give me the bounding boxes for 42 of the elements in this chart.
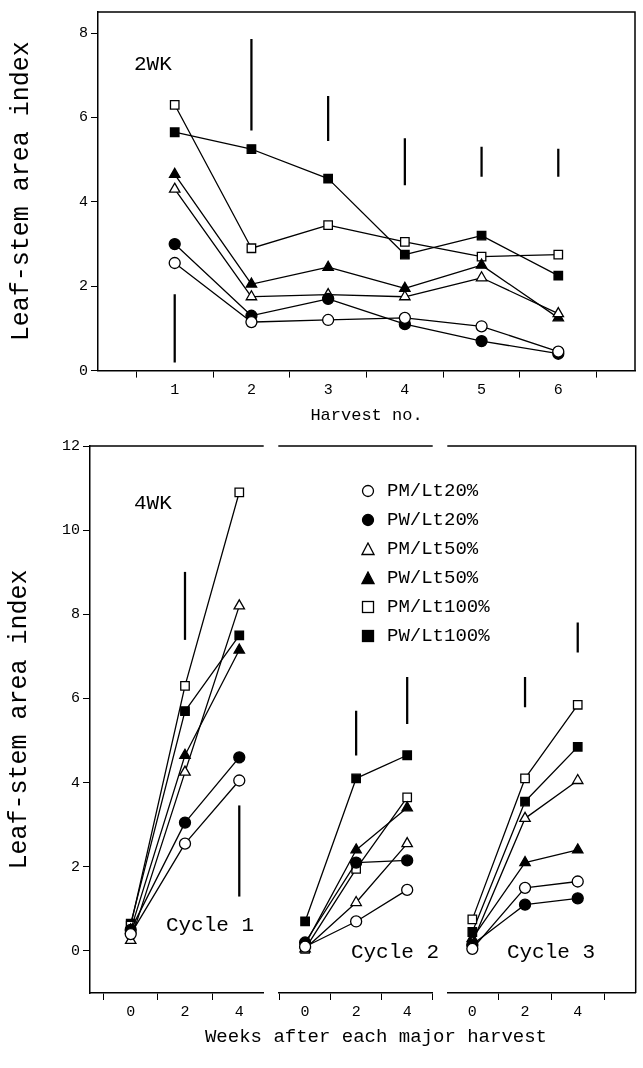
y-axis-title: Leaf-stem area index bbox=[4, 569, 34, 870]
legend-label: PM/Lt20% bbox=[387, 479, 479, 502]
y-tick-label: 6 bbox=[78, 109, 88, 127]
x-tick-label: 4 bbox=[402, 1003, 412, 1021]
y-tick-label: 0 bbox=[70, 942, 80, 960]
y-tick-label: 0 bbox=[78, 362, 88, 380]
y-tick-label: 8 bbox=[78, 25, 88, 43]
y-tick-label: 8 bbox=[70, 606, 80, 624]
x-tick-label: 3 bbox=[323, 381, 333, 399]
x-tick-label: 2 bbox=[246, 381, 256, 399]
x-tick-label: 0 bbox=[300, 1003, 310, 1021]
y-tick-label: 4 bbox=[70, 774, 80, 792]
annotation: Cycle 2 bbox=[350, 940, 440, 964]
x-tick-label: 6 bbox=[553, 381, 563, 399]
x-tick-label: 4 bbox=[234, 1003, 244, 1021]
annotation: 2WK bbox=[134, 52, 173, 76]
y-tick-label: 10 bbox=[61, 522, 80, 540]
x-tick-label: 2 bbox=[180, 1003, 190, 1021]
legend-label: PM/Lt100% bbox=[387, 595, 490, 618]
x-tick-label: 5 bbox=[477, 381, 487, 399]
y-tick-label: 2 bbox=[70, 858, 80, 876]
x-tick-label: 0 bbox=[467, 1003, 477, 1021]
x-tick-label: 4 bbox=[400, 381, 410, 399]
y-axis-title: Leaf-stem area index bbox=[6, 41, 36, 342]
x-axis-title: Harvest no. bbox=[310, 406, 423, 426]
y-tick-label: 12 bbox=[61, 437, 80, 455]
legend-label: PW/Lt20% bbox=[387, 508, 479, 531]
x-tick-label: 0 bbox=[126, 1003, 136, 1021]
legend-label: PW/Lt50% bbox=[387, 566, 479, 589]
x-axis-title: Weeks after each major harvest bbox=[204, 1026, 548, 1048]
y-tick-label: 4 bbox=[78, 193, 88, 211]
x-tick-label: 4 bbox=[573, 1003, 583, 1021]
legend-label: PM/Lt50% bbox=[387, 537, 479, 560]
annotation: Cycle 1 bbox=[165, 913, 255, 937]
x-tick-label: 2 bbox=[520, 1003, 530, 1021]
annotation: 4WK bbox=[134, 491, 173, 515]
y-tick-label: 6 bbox=[70, 690, 80, 708]
x-tick-label: 2 bbox=[351, 1003, 361, 1021]
legend-label: PW/Lt100% bbox=[387, 624, 490, 647]
y-tick-label: 2 bbox=[78, 278, 88, 296]
x-tick-label: 1 bbox=[170, 381, 180, 399]
annotation: Cycle 3 bbox=[506, 940, 596, 964]
